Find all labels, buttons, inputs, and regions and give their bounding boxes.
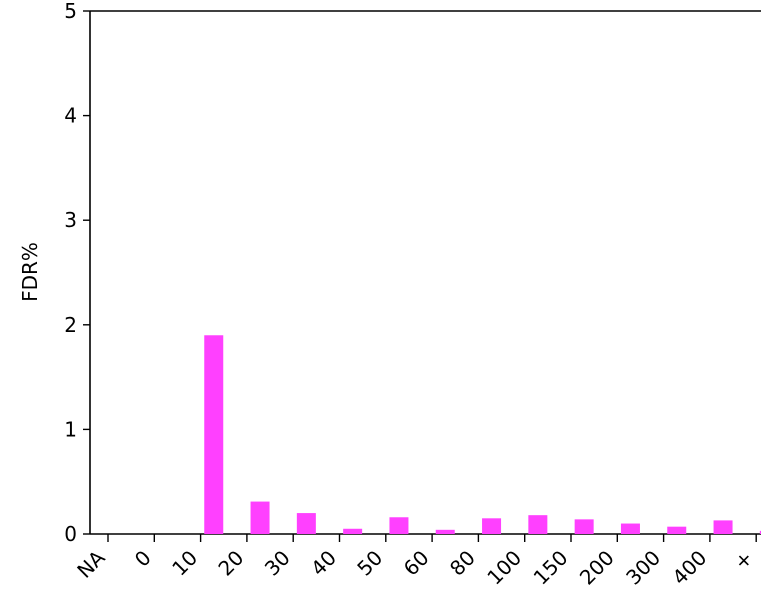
bar: [667, 526, 687, 534]
x-tick-label: 300: [621, 546, 665, 590]
x-tick-label: 20: [213, 546, 248, 581]
bar: [528, 515, 548, 534]
y-tick-label: 4: [64, 104, 77, 128]
x-tick-label: +: [729, 546, 758, 575]
x-tick-label: 200: [575, 546, 619, 590]
y-tick-label: 1: [64, 417, 77, 441]
x-tick-label: NA: [72, 545, 109, 582]
bar: [296, 513, 316, 534]
x-tick-label: 10: [167, 546, 202, 581]
x-tick-label: 150: [529, 546, 573, 590]
y-axis-label: FDR%: [18, 242, 42, 302]
x-tick-label: 80: [445, 546, 480, 581]
bar: [620, 523, 640, 534]
x-tick-label: 400: [667, 546, 711, 590]
bar: [574, 519, 594, 534]
bar: [482, 518, 502, 534]
x-tick-label: 0: [130, 546, 156, 572]
bar: [713, 520, 733, 534]
y-tick-label: 3: [64, 208, 77, 232]
x-tick-label: 50: [352, 546, 387, 581]
x-tick-label: 100: [482, 546, 526, 590]
x-tick-label: 40: [306, 546, 341, 581]
y-tick-label: 5: [64, 0, 77, 23]
x-tick-label: 60: [399, 546, 434, 581]
y-tick-label: 2: [64, 313, 77, 337]
bar: [389, 517, 409, 534]
bar: [204, 335, 224, 534]
bar: [435, 529, 455, 534]
bar: [343, 528, 363, 534]
x-tick-label: 30: [260, 546, 295, 581]
bar: [759, 530, 761, 534]
bar: [250, 501, 270, 534]
y-tick-label: 0: [64, 522, 77, 546]
